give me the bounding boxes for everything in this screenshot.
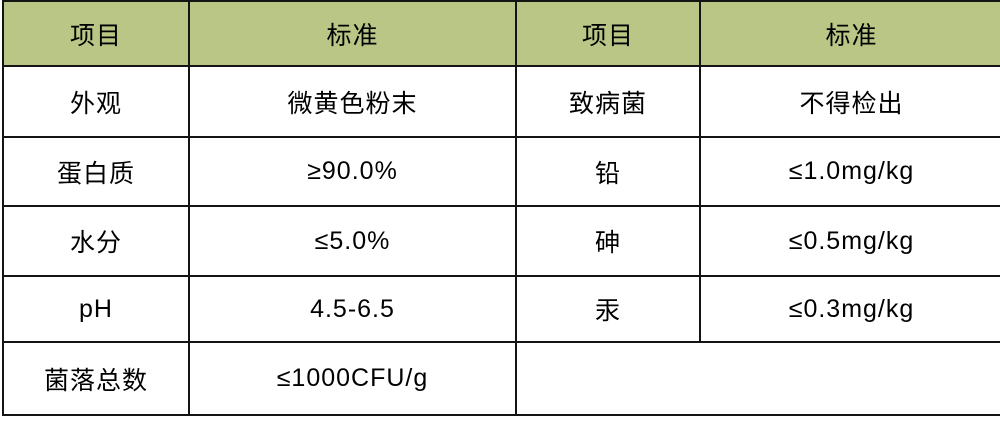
cell-item-ph: pH bbox=[2, 275, 190, 343]
cell-item-protein: 蛋白质 bbox=[2, 136, 190, 207]
cell-standard-ph: 4.5-6.5 bbox=[188, 275, 517, 343]
table-row: 菌落总数 ≤1000CFU/g bbox=[2, 341, 1000, 416]
cell-standard-mercury: ≤0.3mg/kg bbox=[699, 275, 1000, 343]
cell-item-appearance: 外观 bbox=[2, 65, 190, 138]
cell-standard-appearance: 微黄色粉末 bbox=[188, 65, 517, 138]
header-standard-right: 标准 bbox=[699, 0, 1000, 67]
cell-item-arsenic: 砷 bbox=[515, 205, 701, 277]
table-row: pH 4.5-6.5 汞 ≤0.3mg/kg bbox=[2, 275, 1000, 343]
cell-standard-lead: ≤1.0mg/kg bbox=[699, 136, 1000, 207]
cell-standard-pathogens: 不得检出 bbox=[699, 65, 1000, 138]
cell-item-moisture: 水分 bbox=[2, 205, 190, 277]
header-item-right: 项目 bbox=[515, 0, 701, 67]
cell-standard-arsenic: ≤0.5mg/kg bbox=[699, 205, 1000, 277]
table-header-row: 项目 标准 项目 标准 bbox=[2, 0, 1000, 67]
cell-standard-moisture: ≤5.0% bbox=[188, 205, 517, 277]
cell-standard-protein: ≥90.0% bbox=[188, 136, 517, 207]
cell-item-mercury: 汞 bbox=[515, 275, 701, 343]
cell-item-pathogens: 致病菌 bbox=[515, 65, 701, 138]
table-row: 蛋白质 ≥90.0% 铅 ≤1.0mg/kg bbox=[2, 136, 1000, 207]
cell-item-total-colony: 菌落总数 bbox=[2, 341, 190, 416]
header-standard-left: 标准 bbox=[188, 0, 517, 67]
header-item-left: 项目 bbox=[2, 0, 190, 67]
cell-item-lead: 铅 bbox=[515, 136, 701, 207]
table-row: 外观 微黄色粉末 致病菌 不得检出 bbox=[2, 65, 1000, 138]
quality-spec-table: 项目 标准 项目 标准 外观 微黄色粉末 致病菌 不得检出 蛋白质 ≥90.0%… bbox=[2, 0, 1000, 416]
table-row: 水分 ≤5.0% 砷 ≤0.5mg/kg bbox=[2, 205, 1000, 277]
empty-merged-cell bbox=[515, 341, 1000, 416]
cell-standard-total-colony: ≤1000CFU/g bbox=[188, 341, 517, 416]
